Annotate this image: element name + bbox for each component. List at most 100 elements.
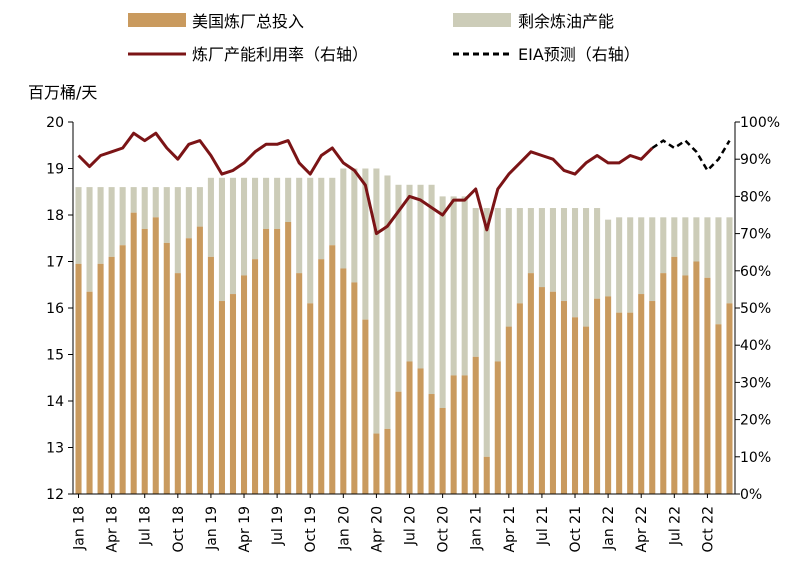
spare-bar-2019-11 — [318, 177, 325, 260]
input-bar-2018-08 — [152, 217, 159, 494]
legend-input-label: 美国炼厂总投入 — [192, 12, 304, 31]
spare-bar-2020-03 — [362, 168, 369, 320]
spare-bar-2022-08 — [682, 217, 689, 276]
input-bar-2020-04 — [373, 433, 380, 494]
right-tick-label: 50% — [740, 301, 771, 317]
input-bar-2019-01 — [207, 256, 214, 494]
spare-bar-2018-06 — [130, 187, 137, 213]
spare-bar-2021-08 — [549, 208, 556, 292]
spare-bar-2022-04 — [638, 217, 645, 295]
input-bar-2020-05 — [384, 428, 391, 494]
input-bar-2021-02 — [483, 456, 490, 494]
spare-bar-2021-04 — [505, 208, 512, 327]
x-tick-label: Apr 18 — [105, 506, 121, 552]
input-bar-2019-08 — [285, 221, 292, 494]
legend-spare-swatch — [453, 13, 511, 27]
input-bar-2018-02 — [86, 291, 93, 494]
input-bar-2021-05 — [516, 303, 523, 494]
input-bar-2022-03 — [627, 312, 634, 494]
spare-bar-2021-11 — [583, 208, 590, 327]
x-tick-label: Jan 19 — [204, 506, 220, 551]
input-bar-2022-07 — [671, 256, 678, 494]
spare-bar-2020-07 — [406, 184, 413, 362]
input-bar-2022-04 — [638, 294, 645, 494]
input-bar-2019-04 — [240, 275, 248, 494]
right-tick-label: 0% — [740, 487, 762, 503]
input-bar-2021-07 — [538, 287, 545, 494]
utilization-line — [77, 131, 654, 236]
spare-bar-2020-01 — [340, 168, 347, 269]
input-bar-2021-01 — [472, 356, 479, 494]
left-tick-label: 14 — [46, 394, 64, 410]
axes — [68, 121, 740, 498]
input-bar-2020-03 — [362, 319, 369, 494]
x-tick-label: Oct 21 — [568, 506, 584, 552]
spare-bar-2019-09 — [296, 177, 303, 274]
left-tick-label: 12 — [46, 487, 64, 503]
x-tick-label: Jul 22 — [667, 506, 683, 546]
spare-bar-2019-08 — [285, 177, 292, 222]
input-bar-2021-08 — [549, 291, 556, 494]
input-bar-2019-03 — [229, 294, 237, 494]
tick-labels: 12 13 14 15 16 17 18 19 20 0% 10% 20% 30% 40% 50% 60% 70… — [46, 115, 780, 552]
input-bar-2022-02 — [616, 312, 623, 494]
x-tick-label: Oct 19 — [303, 506, 319, 552]
spare-bar-2022-11 — [715, 217, 722, 325]
right-tick-label: 100% — [740, 115, 780, 131]
spare-bar-2022-01 — [605, 219, 612, 297]
spare-bar-2019-03 — [229, 177, 237, 295]
spare-bar-2021-12 — [594, 208, 601, 299]
input-bar-2022-11 — [715, 324, 722, 494]
input-bar-2020-06 — [395, 391, 402, 494]
left-tick-label: 16 — [46, 301, 64, 317]
spare-bar-2018-09 — [163, 187, 170, 243]
spare-bar-2019-07 — [274, 177, 281, 229]
spare-bar-2021-07 — [538, 208, 545, 288]
spare-bar-2018-03 — [97, 187, 104, 264]
input-bar-2018-03 — [97, 263, 104, 494]
input-bar-2020-08 — [417, 368, 424, 494]
input-bar-2019-12 — [329, 245, 336, 494]
input-bar-2022-09 — [693, 261, 700, 494]
spare-bar-2018-05 — [119, 187, 126, 246]
spare-bar-2020-10 — [439, 196, 446, 408]
spare-bar-2022-12 — [726, 217, 733, 304]
input-bar-2020-12 — [461, 375, 468, 494]
legend: 美国炼厂总投入 剩余炼油产能 炼厂产能利用率（右轴） EIA预测（右轴） — [128, 12, 640, 64]
input-bar-2022-01 — [605, 296, 612, 494]
right-tick-label: 80% — [740, 189, 771, 205]
right-tick-label: 30% — [740, 375, 771, 391]
input-bar-2020-10 — [439, 407, 446, 494]
input-bar-2019-09 — [296, 273, 303, 494]
spare-bar-2019-04 — [240, 177, 248, 276]
spare-bar-2018-02 — [86, 187, 93, 292]
spare-bar-2019-06 — [263, 177, 270, 229]
left-tick-label: 19 — [46, 162, 64, 178]
input-bar-2018-01 — [75, 263, 82, 494]
spare-bar-2020-11 — [450, 196, 457, 376]
spare-bar-2020-08 — [417, 184, 424, 369]
spare-bar-2018-04 — [108, 187, 115, 257]
right-tick-label: 60% — [740, 264, 771, 280]
spare-bar-2022-06 — [660, 217, 667, 274]
input-bar-2021-06 — [527, 273, 534, 494]
bar-series — [75, 168, 733, 495]
input-bar-2019-10 — [307, 303, 314, 494]
legend-input-swatch — [128, 13, 186, 27]
legend-forecast-label: EIA预测（右轴） — [518, 45, 640, 64]
left-tick-label: 17 — [46, 255, 64, 271]
input-bar-2018-10 — [174, 273, 181, 494]
x-tick-label: Jul 20 — [403, 506, 419, 546]
x-tick-label: Apr 22 — [634, 506, 650, 552]
x-tick-label: Jan 22 — [601, 506, 617, 551]
x-tick-label: Jul 21 — [535, 506, 551, 546]
input-bar-2018-04 — [108, 256, 115, 494]
spare-bar-2019-05 — [252, 177, 259, 260]
input-bar-2021-12 — [594, 298, 601, 494]
input-bar-2021-04 — [505, 326, 512, 494]
input-bar-2022-12 — [726, 303, 733, 494]
spare-bar-2020-05 — [384, 175, 391, 429]
spare-bar-2020-09 — [428, 184, 435, 395]
spare-bar-2018-08 — [152, 187, 159, 218]
input-bar-2020-01 — [340, 268, 347, 494]
